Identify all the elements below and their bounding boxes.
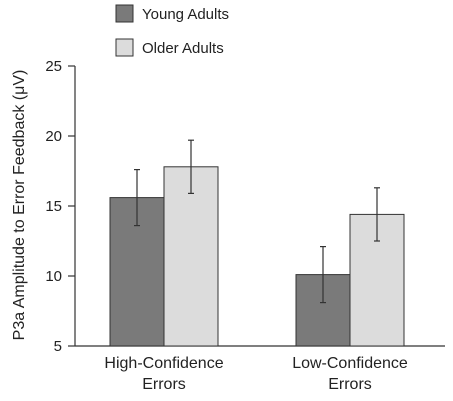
legend-label-older-adults: Older Adults [142,40,224,57]
legend-swatch-young-adults [115,4,134,23]
category-label-low-confidence-line1: Low-Confidence [292,355,408,372]
y-axis-title: P3a Amplitude to Error Feedback (μV) [11,70,28,341]
y-tick-label: 10 [45,268,62,285]
legend-label-young-adults: Young Adults [142,6,229,23]
error-bars [134,139,380,304]
bar-older-adults-high-confidence [163,166,219,347]
x-category-labels: High-Confidence Errors Low-Confidence Er… [104,355,408,393]
category-label-high-confidence-line2: Errors [142,376,186,393]
y-tick-label: 5 [54,338,62,355]
y-ticks: 5 10 15 20 25 [45,58,75,355]
y-tick-label: 15 [45,198,62,215]
category-label-low-confidence-line2: Errors [328,376,372,393]
y-tick-label: 20 [45,128,62,145]
legend-swatch-older-adults [115,38,134,57]
category-label-high-confidence-line1: High-Confidence [104,355,223,372]
legend: Young Adults Older Adults [115,4,229,57]
bars [109,166,405,347]
y-tick-label: 25 [45,58,62,75]
